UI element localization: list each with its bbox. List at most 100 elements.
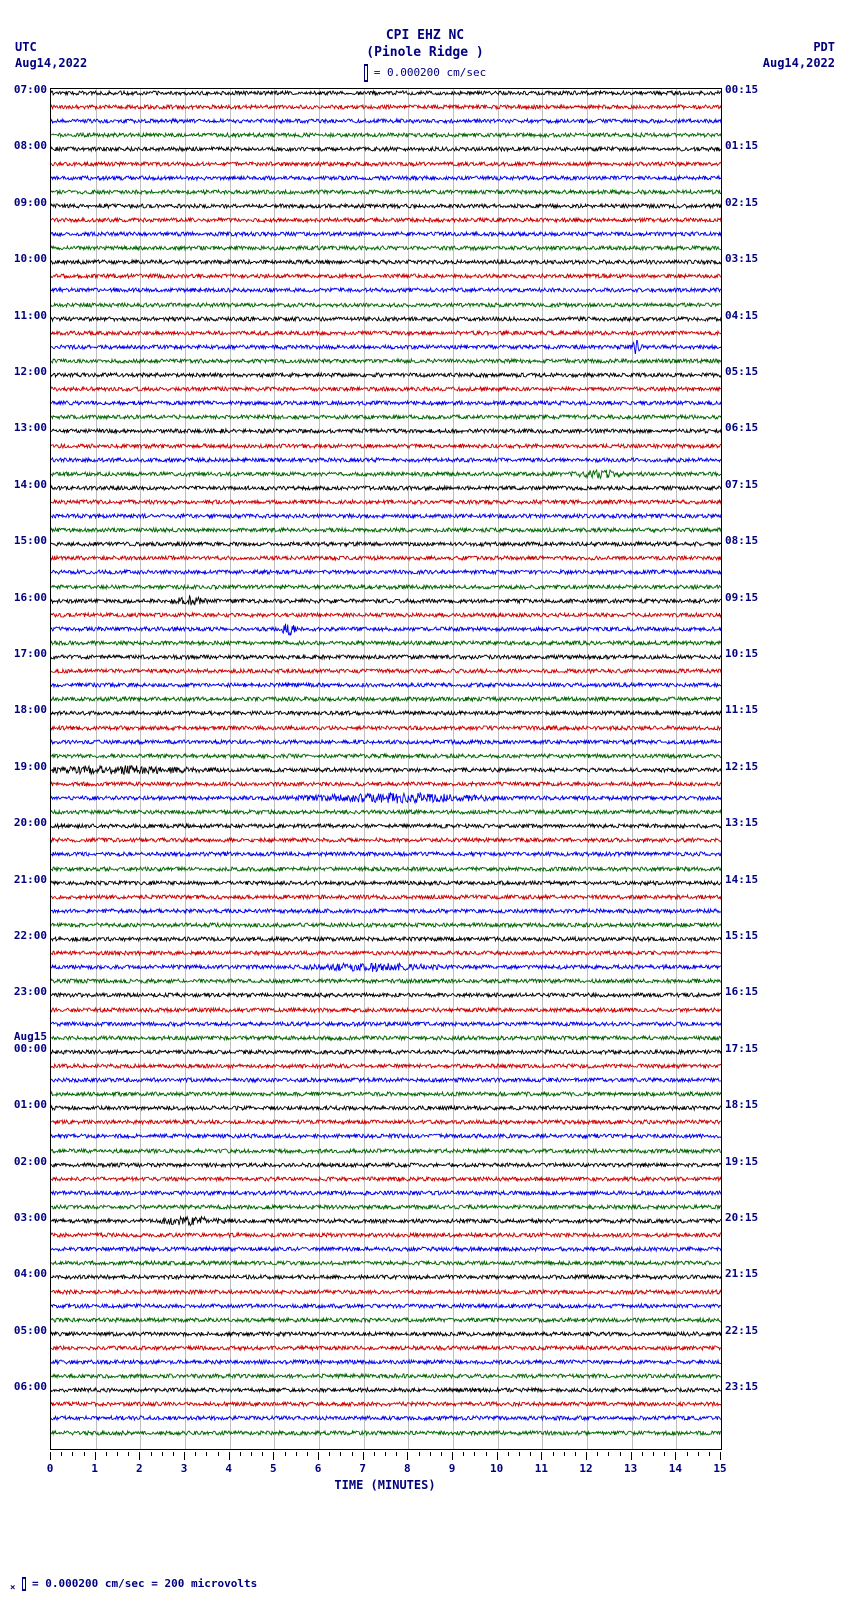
seismic-trace <box>51 1101 721 1115</box>
x-tick <box>720 1452 721 1460</box>
left-time-label: 19:00 <box>2 760 47 773</box>
right-time-label: 02:15 <box>725 196 785 209</box>
seismic-trace <box>51 1017 721 1031</box>
right-time-label: 07:15 <box>725 478 785 491</box>
x-minor-tick <box>474 1452 475 1456</box>
x-tick-label: 10 <box>490 1462 503 1475</box>
x-minor-tick <box>530 1452 531 1456</box>
x-minor-tick <box>508 1452 509 1456</box>
left-time-label: 03:00 <box>2 1211 47 1224</box>
seismic-trace <box>51 608 721 622</box>
seismic-trace <box>51 1397 721 1411</box>
seismic-trace <box>51 890 721 904</box>
right-time-label: 04:15 <box>725 309 785 322</box>
right-time-label: 08:15 <box>725 534 785 547</box>
tz-left-label: UTC <box>15 40 87 56</box>
x-tick-label: 5 <box>270 1462 277 1475</box>
x-minor-tick <box>698 1452 699 1456</box>
x-minor-tick <box>575 1452 576 1456</box>
left-time-label: 04:00 <box>2 1267 47 1280</box>
seismic-trace <box>51 1299 721 1313</box>
x-minor-tick <box>84 1452 85 1456</box>
tz-right-label: PDT <box>763 40 835 56</box>
seismic-trace <box>51 1313 721 1327</box>
left-time-label: 22:00 <box>2 929 47 942</box>
station-name: (Pinole Ridge ) <box>0 45 850 62</box>
seismic-trace <box>51 1172 721 1186</box>
tz-right-date: Aug14,2022 <box>763 56 835 72</box>
x-minor-tick <box>162 1452 163 1456</box>
x-minor-tick <box>117 1452 118 1456</box>
x-tick-label: 2 <box>136 1462 143 1475</box>
x-minor-tick <box>374 1452 375 1456</box>
seismic-trace <box>51 241 721 255</box>
right-time-label: 11:15 <box>725 703 785 716</box>
x-minor-tick <box>687 1452 688 1456</box>
x-tick <box>184 1452 185 1460</box>
seismic-trace <box>51 495 721 509</box>
right-time-label: 16:15 <box>725 985 785 998</box>
x-tick-label: 8 <box>404 1462 411 1475</box>
left-time-label: 14:00 <box>2 478 47 491</box>
seismic-trace <box>51 749 721 763</box>
seismic-trace <box>51 721 721 735</box>
seismic-trace <box>51 453 721 467</box>
seismic-trace <box>51 1228 721 1242</box>
seismic-trace <box>51 481 721 495</box>
seismic-trace <box>51 763 721 777</box>
left-time-label: 17:00 <box>2 647 47 660</box>
seismic-trace <box>51 100 721 114</box>
x-minor-tick <box>206 1452 207 1456</box>
x-axis-title: TIME (MINUTES) <box>50 1478 720 1492</box>
seismic-trace <box>51 410 721 424</box>
x-tick-label: 7 <box>359 1462 366 1475</box>
x-tick <box>407 1452 408 1460</box>
x-minor-tick <box>329 1452 330 1456</box>
left-time-label: 07:00 <box>2 83 47 96</box>
seismic-trace <box>51 664 721 678</box>
x-tick-label: 14 <box>669 1462 682 1475</box>
seismic-trace <box>51 213 721 227</box>
right-time-label: 19:15 <box>725 1155 785 1168</box>
left-time-label: 15:00 <box>2 534 47 547</box>
x-minor-tick <box>240 1452 241 1456</box>
seismic-trace <box>51 932 721 946</box>
seismic-trace <box>51 946 721 960</box>
footer-scale: × = 0.000200 cm/sec = 200 microvolts <box>10 1577 257 1593</box>
right-time-label: 20:15 <box>725 1211 785 1224</box>
x-minor-tick <box>441 1452 442 1456</box>
seismic-trace <box>51 974 721 988</box>
x-minor-tick <box>709 1452 710 1456</box>
x-minor-tick <box>519 1452 520 1456</box>
right-time-label: 22:15 <box>725 1324 785 1337</box>
seismic-trace <box>51 1411 721 1425</box>
seismic-trace <box>51 1144 721 1158</box>
seismic-trace <box>51 368 721 382</box>
x-tick-label: 11 <box>535 1462 548 1475</box>
x-tick <box>363 1452 364 1460</box>
x-minor-tick <box>262 1452 263 1456</box>
scale-indicator: = 0.000200 cm/sec <box>0 64 850 82</box>
x-tick <box>497 1452 498 1460</box>
seismic-trace <box>51 918 721 932</box>
seismic-trace <box>51 114 721 128</box>
seismic-trace <box>51 692 721 706</box>
right-time-label: 15:15 <box>725 929 785 942</box>
station-code: CPI EHZ NC <box>0 28 850 45</box>
right-time-label: 10:15 <box>725 647 785 660</box>
seismogram-plot <box>50 88 722 1450</box>
left-time-label: 12:00 <box>2 365 47 378</box>
x-minor-tick <box>486 1452 487 1456</box>
right-time-label: 17:15 <box>725 1042 785 1055</box>
seismic-trace <box>51 326 721 340</box>
right-time-label: 21:15 <box>725 1267 785 1280</box>
x-axis: TIME (MINUTES) 0123456789101112131415 <box>50 1452 720 1492</box>
seismic-trace <box>51 86 721 100</box>
x-tick <box>229 1452 230 1460</box>
left-time-label: 09:00 <box>2 196 47 209</box>
seismic-trace <box>51 847 721 861</box>
seismic-trace <box>51 678 721 692</box>
seismic-trace <box>51 424 721 438</box>
seismic-trace <box>51 706 721 720</box>
seismic-trace <box>51 565 721 579</box>
